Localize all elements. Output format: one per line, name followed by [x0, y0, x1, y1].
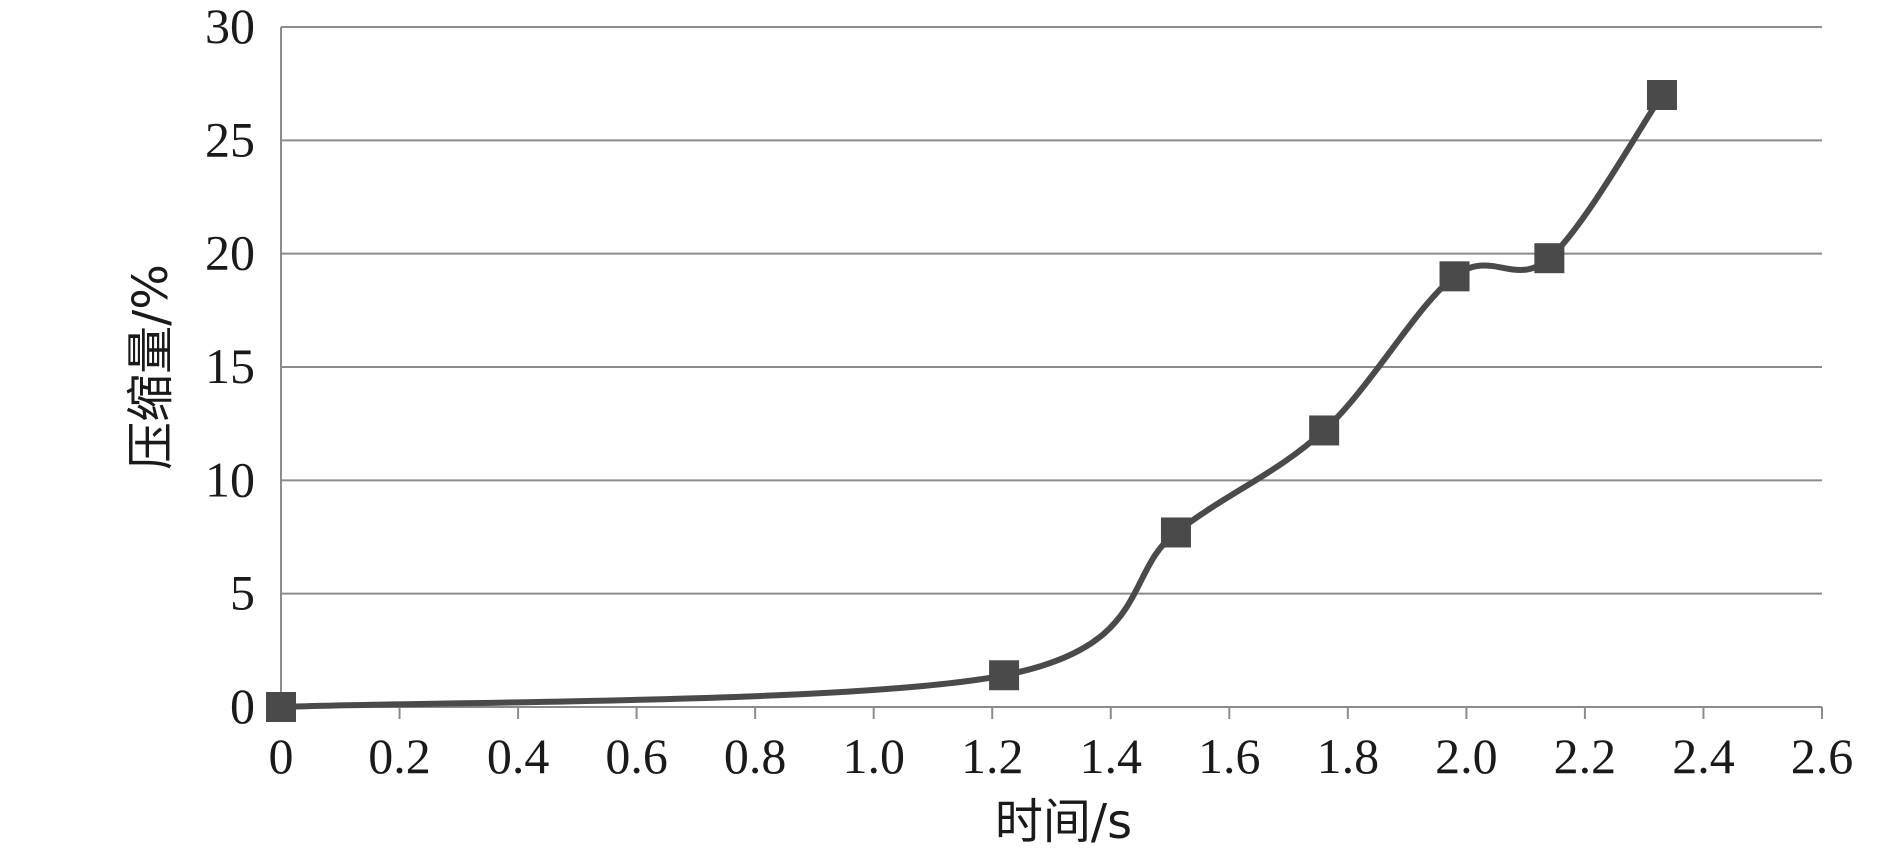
y-tick-label: 20 — [205, 225, 255, 281]
series-line — [278, 92, 1665, 710]
data-point-marker — [1309, 415, 1340, 446]
x-tick-label: 0.4 — [487, 728, 550, 784]
data-point-marker — [1439, 261, 1470, 292]
x-tick-label: 2.0 — [1435, 728, 1498, 784]
data-point-marker — [1534, 243, 1565, 274]
x-tick-label: 1.4 — [1080, 728, 1143, 784]
y-tick-labels: 0 5 10 15 20 25 30 — [205, 0, 255, 734]
series-line-path — [278, 92, 1665, 710]
y-tick-label: 0 — [230, 678, 255, 734]
data-point-marker — [266, 692, 296, 722]
x-tick-label: 1.8 — [1317, 728, 1380, 784]
x-tick-label: 2.6 — [1791, 728, 1854, 784]
y-tick-label: 25 — [205, 111, 255, 167]
y-tick-label: 30 — [205, 0, 255, 54]
gridlines — [281, 26, 1822, 595]
x-tick-label: 1.0 — [842, 728, 905, 784]
x-tick-label: 0.2 — [368, 728, 431, 784]
axes — [280, 27, 1823, 719]
x-tick-label: 0 — [269, 728, 294, 784]
y-tick-label: 10 — [205, 451, 255, 507]
x-tick-label: 0.8 — [724, 728, 787, 784]
data-point-marker — [1646, 80, 1677, 110]
x-tick-label: 1.6 — [1198, 728, 1261, 784]
y-axis-title: 压缩量/% — [123, 264, 179, 470]
x-tick-label: 2.4 — [1672, 728, 1735, 784]
x-axis-title: 时间/s — [995, 794, 1132, 850]
y-tick-label: 15 — [205, 338, 255, 394]
x-tick-label: 0.6 — [605, 728, 668, 784]
y-tick-label: 5 — [230, 565, 255, 621]
x-tick-label: 1.2 — [961, 728, 1024, 784]
x-tick-label: 2.2 — [1554, 728, 1617, 784]
data-point-marker — [989, 660, 1020, 691]
series-markers — [266, 80, 1677, 722]
x-tick-labels: 0 0.2 0.4 0.6 0.8 1.0 1.2 1.4 1.6 1.8 2.0 2.2 2.4 2.6 — [269, 728, 1854, 784]
data-point-marker — [1160, 517, 1191, 548]
